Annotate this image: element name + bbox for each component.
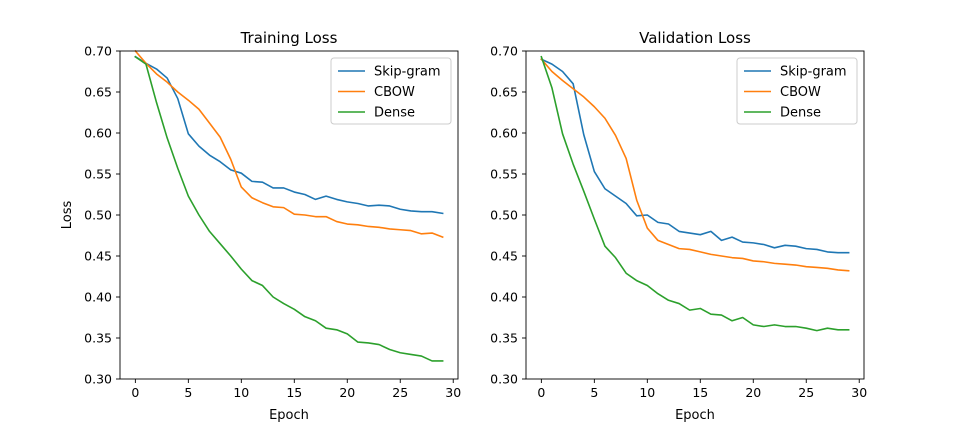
x-tick-label: 0 [537, 385, 545, 400]
x-tick-label: 20 [745, 385, 761, 400]
legend-box [736, 57, 858, 125]
y-tick-label: 0.40 [490, 290, 518, 305]
y-tick-label: 0.45 [490, 249, 518, 264]
y-tick-label: 0.55 [490, 167, 518, 182]
legend: Skip-gram CBOW Dense [330, 57, 452, 125]
y-tick-label: 0.50 [490, 208, 518, 223]
x-tick-label: 25 [392, 385, 408, 400]
legend-label: Dense [374, 106, 415, 121]
y-tick-label: 0.30 [490, 372, 518, 387]
series-line-skip-gram [134, 55, 444, 215]
x-axis-label: Epoch [269, 408, 309, 423]
y-tick-label: 0.65 [490, 85, 518, 100]
legend-label: Dense [780, 106, 821, 121]
legend: Skip-gram CBOW Dense [736, 57, 858, 125]
x-tick-label: 15 [692, 385, 708, 400]
legend-box [330, 57, 452, 125]
x-tick-label: 10 [233, 385, 249, 400]
y-tick-label: 0.65 [84, 85, 112, 100]
x-tick-label: 20 [339, 385, 355, 400]
series-line-dense [134, 55, 444, 362]
y-tick-label: 0.70 [84, 44, 112, 59]
y-tick-label: 0.40 [84, 290, 112, 305]
y-tick-label: 0.60 [490, 126, 518, 141]
y-tick-label: 0.45 [84, 249, 112, 264]
x-axis-label: Epoch [675, 408, 715, 423]
y-tick-label: 0.35 [490, 331, 518, 346]
series-line-skip-gram [540, 58, 850, 254]
legend-label: Skip-gram [780, 65, 847, 80]
y-tick-label: 0.30 [84, 372, 112, 387]
chart-title: Validation Loss [639, 29, 751, 47]
x-tick-label: 15 [286, 385, 302, 400]
legend-label: Skip-gram [374, 65, 441, 80]
x-tick-label: 25 [798, 385, 814, 400]
x-tick-label: 5 [590, 385, 598, 400]
series-line-dense [540, 55, 850, 332]
y-tick-label: 0.50 [84, 208, 112, 223]
y-axis-label: Loss [60, 201, 75, 230]
y-tick-label: 0.60 [84, 126, 112, 141]
training-loss-panel: Training Loss 0 5 10 15 20 25 30 0.30 0.35 0.40 0.… [60, 29, 461, 423]
validation-loss-panel: Validation Loss 0 5 10 15 20 25 30 0.30 0.35 0.40… [490, 29, 867, 423]
chart-title: Training Loss [240, 29, 338, 47]
y-tick-label: 0.55 [84, 167, 112, 182]
plot-area: 0 5 10 15 20 25 30 0.30 0.35 0.40 0.45 0.50 0.55 0.60… [490, 44, 867, 401]
series-line-cbow [134, 49, 444, 239]
x-tick-label: 30 [851, 385, 867, 400]
x-tick-label: 0 [131, 385, 139, 400]
y-tick-label: 0.70 [490, 44, 518, 59]
x-tick-label: 30 [445, 385, 461, 400]
legend-label: CBOW [374, 85, 415, 100]
y-tick-label: 0.35 [84, 331, 112, 346]
series-line-cbow [540, 58, 850, 272]
x-tick-label: 10 [639, 385, 655, 400]
x-tick-label: 5 [184, 385, 192, 400]
plot-area: 0 5 10 15 20 25 30 0.30 0.35 0.40 0.45 0.50 0.55 0.60… [84, 44, 461, 401]
legend-label: CBOW [780, 85, 821, 100]
